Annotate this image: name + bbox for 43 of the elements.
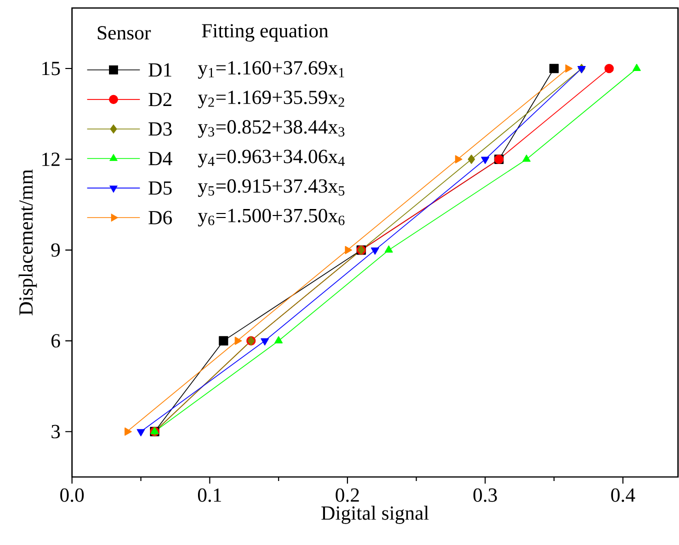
x-tick-label: 0.0 [60,488,84,502]
x-tick-label: 0.2 [336,488,359,502]
point [468,154,476,164]
legend-label: D4 [148,152,172,166]
y-tick-label: 15 [42,62,60,76]
point [522,154,531,162]
legend-label: D3 [148,122,172,136]
annotation: y$_{5}$=0.915+37.43x$_{5}$ [198,179,344,197]
legend-label: D2 [148,92,172,106]
point [370,248,380,255]
point [565,64,572,73]
point [260,338,269,346]
point [136,429,145,436]
point [549,64,559,74]
annotation: y$_{1}$=1.160+37.69x$_{1}$ [198,61,344,79]
annotation: Fitting equation [202,24,328,42]
annotation: y$_{3}$=0.852+38.44x$_{3}$ [198,120,344,138]
point [124,428,132,436]
point [234,336,242,345]
legend-title: Sensor [98,26,151,40]
legend-label: D5 [148,181,172,195]
y-tick-label: 9 [51,243,60,257]
annotation: y$_{2}$=1.169+35.59x$_{2}$ [198,90,344,108]
point [632,64,641,72]
y-tick-label: 6 [51,334,60,348]
annotation: y$_{4}$=0.963+34.06x$_{4}$ [198,150,345,168]
legend-label: D1 [148,63,172,77]
point [344,246,352,254]
point [481,156,490,164]
point [218,336,228,346]
y-axis-title: Displacement/mm [18,169,37,316]
x-tick-label: 0.4 [611,488,636,502]
x-tick-label: 0.3 [473,488,497,502]
y-tick-label: 3 [52,424,60,438]
point [384,245,393,253]
y-tick-label: 12 [42,152,60,166]
legend-label: D6 [148,210,172,224]
annotation: y$_{6}$=1.500+37.50x$_{6}$ [198,208,345,226]
point [604,64,614,74]
point [274,336,283,344]
x-axis-title: Digital signal [321,506,429,524]
x-tick-label: 0.1 [198,488,222,502]
point [455,155,462,164]
